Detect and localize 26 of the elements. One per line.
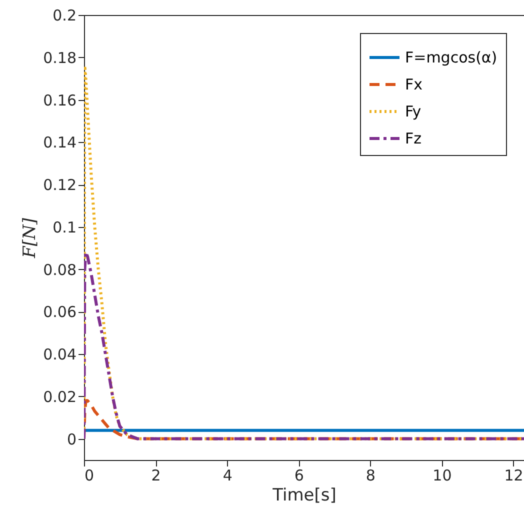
y-tick-label: 0.06	[43, 303, 76, 322]
y-tick-label: 0	[66, 430, 76, 448]
y-tick-label: 0.04	[43, 346, 76, 364]
y-tick-label: 0.2	[52, 6, 76, 24]
y-tick-label: 0.18	[43, 48, 76, 67]
y-tick-label: 0.02	[43, 388, 76, 406]
y-axis-title: F[N]	[20, 218, 40, 259]
line-series	[84, 250, 524, 440]
x-tick-label: 0	[84, 466, 94, 484]
y-tick-label: 0.08	[43, 260, 76, 279]
y-tick-label: 0.1	[52, 218, 76, 236]
y-tick-label: 0.12	[43, 176, 76, 194]
legend-label: Fx	[405, 76, 423, 94]
y-tick-label: 0.14	[43, 134, 76, 152]
x-tick-label: 10	[432, 466, 452, 484]
x-tick-label: 2	[151, 466, 161, 484]
x-axis-title: Time[s]	[272, 486, 336, 506]
y-tick-label: 0.16	[43, 91, 76, 110]
x-tick-label: 8	[366, 466, 376, 484]
x-tick-label: 4	[222, 466, 232, 484]
x-tick-label: 12	[504, 466, 524, 484]
legend-label: F=mgcos(α)	[405, 48, 498, 66]
legend-label: Fz	[405, 130, 422, 148]
legend-label: Fy	[405, 102, 422, 120]
line-series	[84, 64, 524, 440]
x-tick-label: 6	[294, 466, 304, 484]
